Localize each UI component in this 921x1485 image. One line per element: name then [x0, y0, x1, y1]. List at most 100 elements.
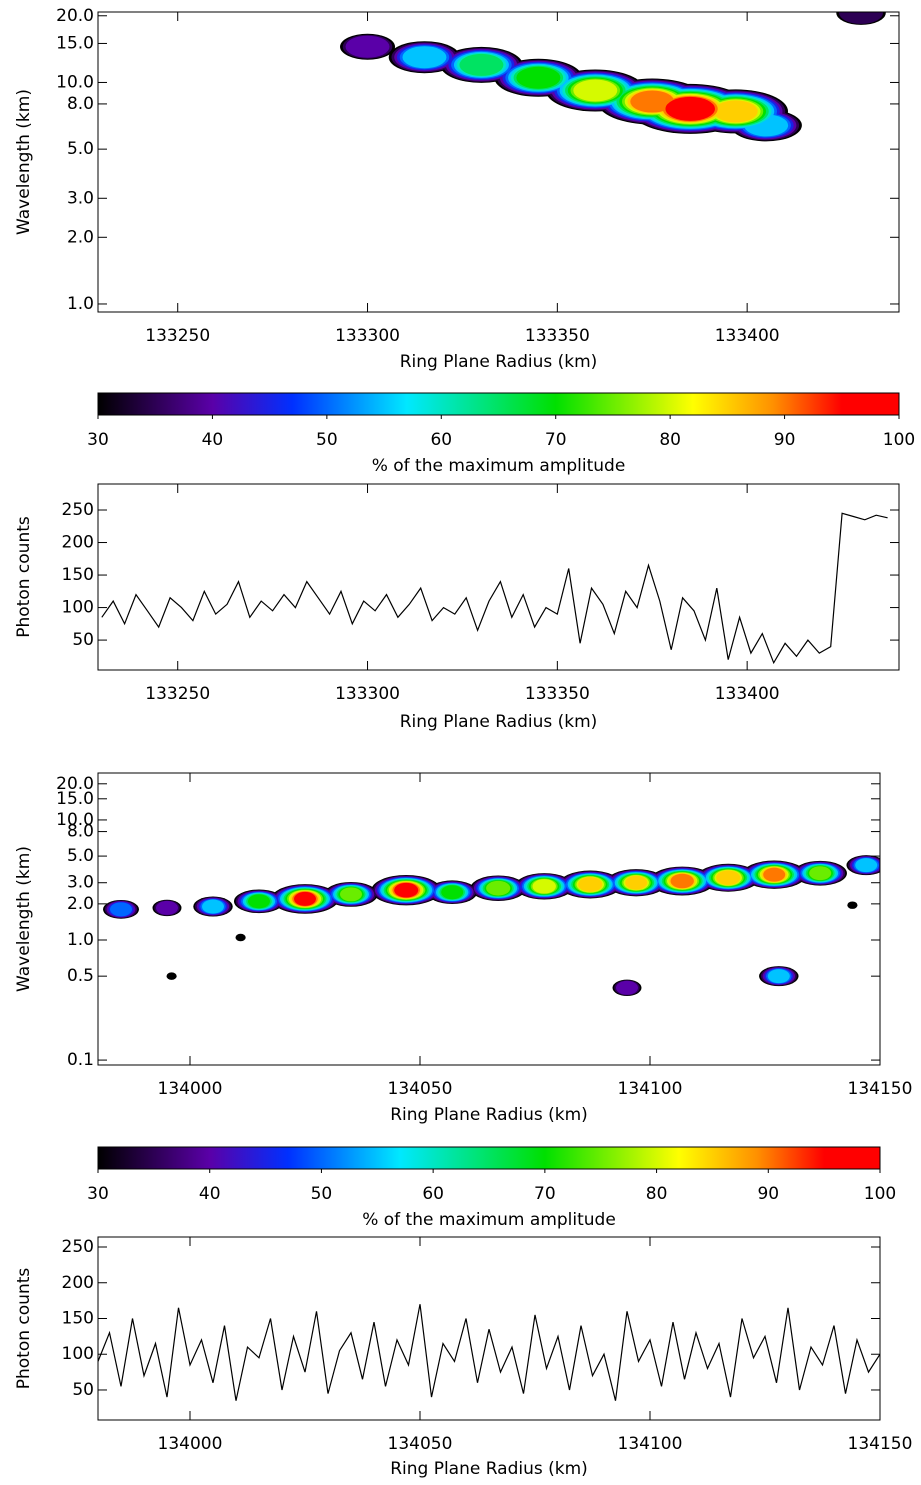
x-tick-label: 134050 — [388, 1079, 453, 1099]
amplitude-contour — [394, 882, 419, 898]
y-tick-label: 15.0 — [56, 33, 94, 53]
y-tick-label: 10.0 — [56, 72, 94, 92]
amplitude-contour — [486, 880, 511, 896]
x-axis-label: Ring Plane Radius (km) — [400, 712, 598, 732]
y-tick-label: 0.5 — [67, 966, 94, 986]
amplitude-contour — [616, 980, 638, 995]
plot-frame — [97, 1236, 881, 1421]
colorbar-tick-label: 100 — [864, 1184, 896, 1204]
colorbar-tick-label: 70 — [534, 1184, 556, 1204]
amplitude-contour — [459, 53, 504, 76]
x-tick-label: 133250 — [145, 326, 210, 346]
amplitude-contour — [294, 891, 316, 906]
y-tick-label: 1.0 — [67, 294, 94, 314]
y-tick-label: 2.0 — [67, 227, 94, 247]
y-tick-label: 250 — [62, 1237, 94, 1257]
x-tick-label: 134100 — [618, 1079, 683, 1099]
colorbar-tick-label: 30 — [87, 1184, 109, 1204]
colorbar-tick-label: 70 — [545, 430, 567, 450]
colorbar-tick-label: 100 — [883, 430, 915, 450]
colorbar-tick-label: 30 — [87, 430, 109, 450]
amplitude-contour — [670, 873, 694, 889]
x-tick-label: 134050 — [388, 1434, 453, 1454]
amplitude-contour — [716, 870, 741, 886]
x-tick-label: 134150 — [848, 1079, 913, 1099]
y-axis-label: Photon counts — [14, 1268, 34, 1390]
amplitude-contour — [809, 866, 832, 881]
y-tick-label: 10.0 — [56, 810, 94, 830]
x-tick-label: 133350 — [525, 326, 590, 346]
amplitude-contour — [345, 35, 390, 58]
y-tick-label: 0.1 — [67, 1050, 94, 1070]
x-axis-label: Ring Plane Radius (km) — [390, 1105, 588, 1125]
amplitude-contour — [847, 901, 858, 909]
amplitude-contour — [625, 875, 648, 890]
amplitude-contour — [767, 969, 790, 984]
y-tick-label: 3.0 — [67, 188, 94, 208]
plot-frame — [97, 483, 900, 671]
y-tick-label: 250 — [62, 500, 94, 520]
y-tick-label: 100 — [62, 598, 94, 618]
data-line — [97, 1304, 881, 1401]
y-tick-label: 200 — [62, 1273, 94, 1293]
colorbar — [97, 392, 900, 416]
y-tick-label: 20.0 — [56, 774, 94, 794]
y-tick-label: 100 — [62, 1344, 94, 1364]
amplitude-contour — [668, 97, 713, 120]
x-axis-label: Ring Plane Radius (km) — [390, 1459, 588, 1479]
x-tick-label: 134000 — [158, 1079, 223, 1099]
plot-frame — [97, 772, 881, 1066]
x-tick-label: 133350 — [525, 684, 590, 704]
amplitude-contour — [235, 933, 246, 942]
x-tick-label: 134150 — [848, 1434, 913, 1454]
y-tick-label: 15.0 — [56, 789, 94, 809]
colorbar-tick-label: 40 — [199, 1184, 221, 1204]
y-tick-label: 1.0 — [67, 930, 94, 950]
amplitude-contour — [839, 12, 884, 24]
colorbar — [97, 1146, 881, 1170]
colorbar-tick-label: 50 — [316, 430, 338, 450]
colorbar-tick-label: 90 — [774, 430, 796, 450]
colorbar-tick-label: 40 — [202, 430, 224, 450]
amplitude-contour — [248, 894, 270, 909]
heatmap — [340, 12, 886, 142]
amplitude-contour — [110, 902, 132, 917]
amplitude-contour — [532, 879, 556, 894]
heatmap — [103, 855, 880, 996]
colorbar-tick-label: 90 — [757, 1184, 779, 1204]
colorbar-tick-label: 80 — [659, 430, 681, 450]
colorbar-tick-label: 60 — [430, 430, 452, 450]
y-tick-label: 8.0 — [67, 822, 94, 842]
amplitude-contour — [402, 46, 447, 69]
colorbar-tick-label: 60 — [422, 1184, 444, 1204]
colorbar-tick-label: 50 — [311, 1184, 333, 1204]
amplitude-contour — [166, 972, 177, 980]
amplitude-contour — [156, 900, 178, 915]
y-tick-label: 150 — [62, 565, 94, 585]
y-tick-label: 50 — [72, 630, 94, 650]
amplitude-contour — [573, 79, 618, 102]
amplitude-contour — [855, 858, 878, 873]
amplitude-contour — [441, 885, 464, 900]
colorbar-tick-label: 80 — [646, 1184, 668, 1204]
y-tick-label: 8.0 — [67, 94, 94, 114]
x-tick-label: 134000 — [158, 1434, 223, 1454]
x-axis-label: Ring Plane Radius (km) — [400, 352, 598, 372]
amplitude-contour — [202, 899, 224, 914]
y-tick-label: 200 — [62, 533, 94, 553]
y-tick-label: 3.0 — [67, 873, 94, 893]
amplitude-contour — [516, 66, 561, 89]
plot-frame — [97, 11, 900, 313]
x-tick-label: 134100 — [618, 1434, 683, 1454]
y-tick-label: 20.0 — [56, 6, 94, 26]
y-tick-label: 5.0 — [67, 139, 94, 159]
y-axis-label: Wavelength (km) — [14, 89, 34, 235]
x-tick-label: 133400 — [715, 326, 780, 346]
x-tick-label: 133400 — [715, 684, 780, 704]
amplitude-contour — [578, 877, 603, 892]
colorbar-label: % of the maximum amplitude — [362, 1210, 616, 1230]
amplitude-contour — [340, 887, 362, 902]
y-axis-label: Wavelength (km) — [14, 846, 34, 992]
colorbar-label: % of the maximum amplitude — [372, 456, 626, 476]
